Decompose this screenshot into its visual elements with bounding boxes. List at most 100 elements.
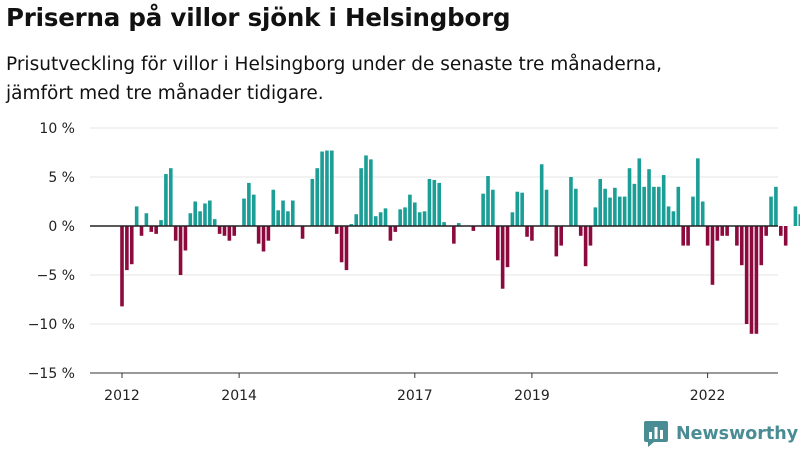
bar (696, 158, 700, 226)
bar (408, 194, 412, 226)
bar (227, 226, 232, 241)
bar (700, 201, 705, 226)
bar (617, 196, 622, 226)
bar (417, 212, 422, 226)
brand-name: Newsworthy (676, 424, 799, 444)
bar (120, 226, 124, 307)
bar (657, 186, 661, 226)
axes (90, 225, 778, 378)
bar (125, 226, 129, 271)
bar (373, 216, 378, 226)
bar (525, 226, 529, 237)
bar (569, 177, 573, 226)
bar (603, 188, 607, 226)
x-tick-label: 2014 (221, 388, 257, 404)
bar (149, 226, 154, 232)
bar (661, 175, 666, 226)
bar (159, 220, 163, 226)
newsworthy-chart-icon (644, 421, 668, 447)
bar (222, 226, 227, 236)
bar (500, 226, 505, 289)
bar (783, 226, 788, 246)
bar (739, 226, 744, 266)
bar (393, 226, 398, 232)
bar (442, 222, 446, 226)
bar (705, 226, 710, 246)
bar (310, 178, 315, 226)
bar (725, 226, 729, 236)
brand-logo: Newsworthy (644, 420, 798, 448)
bar (627, 168, 632, 226)
bar (452, 226, 456, 244)
bar (715, 226, 720, 241)
bar (637, 158, 642, 226)
bar (515, 191, 520, 226)
bar (691, 196, 695, 226)
y-tick-label: −10 % (28, 317, 75, 333)
bar (427, 178, 432, 226)
bar (593, 207, 598, 226)
bar (232, 226, 237, 236)
bar (578, 226, 583, 236)
bar (710, 226, 715, 285)
bar (203, 203, 207, 226)
bar (588, 226, 593, 246)
bar (256, 226, 261, 244)
chart-title: Priserna på villor sjönk i Helsingborg (6, 3, 511, 32)
bar (735, 226, 739, 246)
bar (300, 226, 305, 239)
bar (769, 196, 773, 226)
bar (398, 209, 402, 226)
bar (749, 226, 754, 334)
bar (139, 226, 144, 236)
y-tick-label: 0 % (48, 219, 75, 235)
bar (315, 168, 319, 226)
y-tick-label: −15 % (28, 366, 75, 382)
bar (349, 224, 354, 226)
bar (471, 226, 476, 231)
bar (437, 182, 441, 226)
bar (242, 198, 246, 226)
bar (666, 206, 671, 226)
chart-subtitle-line-2: jämfört med tre månader tidigare. (6, 83, 324, 104)
bar (652, 186, 656, 226)
bar (574, 188, 578, 226)
bar (720, 226, 725, 236)
x-tick-label: 2019 (514, 388, 550, 404)
bar (383, 208, 388, 226)
bar (530, 226, 534, 241)
bar (344, 226, 349, 271)
bar (291, 200, 295, 226)
bar (539, 164, 544, 226)
bar (276, 210, 280, 226)
bar (642, 186, 646, 226)
y-tick-label: 10 % (39, 121, 75, 137)
bar (486, 176, 490, 226)
y-tick-label: −5 % (37, 268, 75, 284)
bar (554, 226, 559, 257)
bar (369, 159, 373, 226)
bar (144, 213, 149, 226)
bar (251, 194, 256, 226)
bar (764, 226, 768, 236)
bar (388, 226, 393, 241)
bar (212, 219, 217, 226)
bar (583, 226, 588, 267)
bar (261, 226, 266, 252)
bar (505, 226, 510, 268)
bar (754, 226, 759, 334)
bar (188, 213, 193, 226)
bar (129, 226, 134, 265)
bar (774, 186, 778, 226)
tick-labels: 10 % 5 % 0 % −5 % −10 % −15 % 2012 2014 2017 2019… (28, 121, 726, 404)
bar (378, 212, 383, 226)
bar (681, 226, 685, 246)
bar (676, 186, 681, 226)
bar (320, 151, 324, 226)
bar (193, 201, 197, 226)
bar (286, 211, 290, 226)
gridlines (90, 127, 778, 374)
bar (744, 226, 749, 324)
bar (759, 226, 764, 266)
